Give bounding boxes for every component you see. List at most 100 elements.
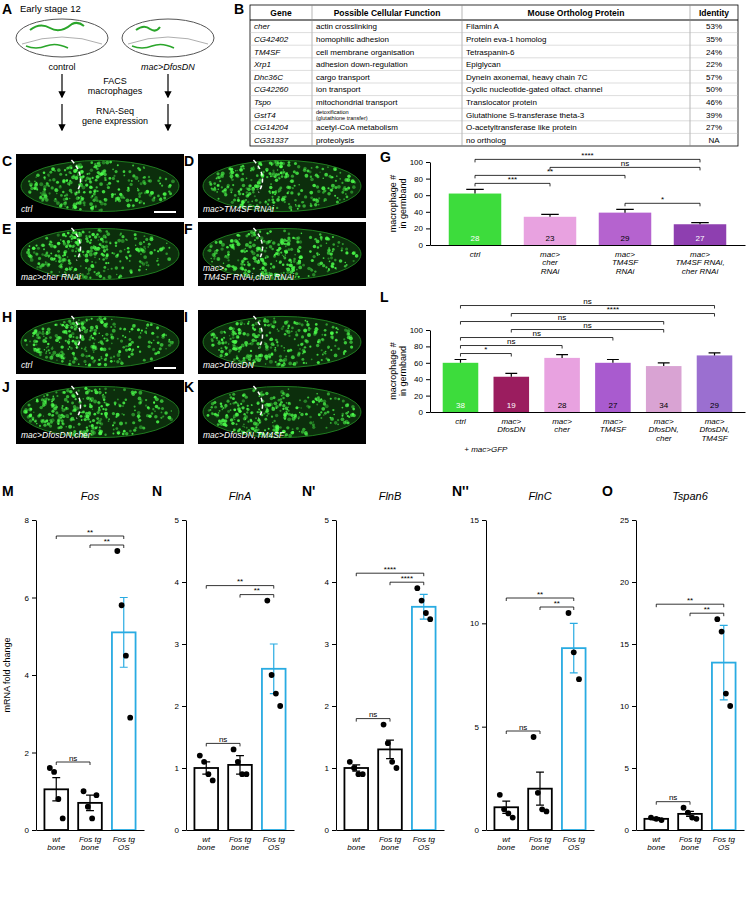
macrophage-signal	[74, 171, 76, 173]
macrophage-signal	[327, 249, 330, 252]
macrophage-signal	[285, 355, 287, 357]
macrophage-signal	[242, 332, 246, 336]
macrophage-signal	[244, 341, 248, 345]
embryo-fold	[128, 37, 208, 44]
macrophage-signal	[298, 259, 301, 262]
macrophage-signal	[98, 342, 100, 344]
macrophage-signal	[64, 169, 66, 171]
macrophage-signal	[307, 170, 310, 173]
macrophage-signal	[49, 352, 51, 354]
macrophage-signal	[317, 361, 320, 364]
text-line: Filamin A	[466, 22, 500, 31]
macrophage-signal	[64, 330, 68, 334]
macrophage-signal	[106, 254, 108, 256]
macrophage-signal	[290, 179, 294, 183]
macrophage-signal	[252, 328, 254, 330]
macrophage-signal	[74, 236, 76, 238]
macrophage-signal	[71, 267, 73, 269]
macrophage-signal	[265, 319, 269, 323]
macrophage-signal	[127, 247, 130, 250]
macrophage-signal	[100, 348, 103, 351]
macrophage-signal	[127, 189, 130, 192]
macrophage-signal	[108, 182, 111, 185]
macrophage-signal	[294, 276, 296, 278]
macrophage-signal	[49, 179, 52, 182]
macrophage-signal	[85, 254, 89, 258]
macrophage-signal	[306, 323, 309, 326]
macrophage-signal	[81, 273, 84, 276]
macrophage-signal	[238, 351, 240, 353]
macrophage-signal	[294, 185, 296, 187]
macrophage-signal	[143, 167, 144, 168]
macrophage-signal	[252, 191, 254, 193]
macrophage-signal	[94, 196, 98, 200]
macrophage-signal	[235, 173, 239, 177]
macrophage-signal	[232, 343, 235, 346]
macrophage-signal	[313, 198, 316, 201]
macrophage-signal	[278, 330, 280, 332]
macrophage-signal	[73, 169, 77, 173]
macrophage-signal	[26, 251, 30, 255]
text-line: TM4SF	[254, 48, 281, 57]
table: BGenePossible Cellular FunctionMouse Ort…	[234, 1, 738, 146]
macrophage-signal	[312, 198, 315, 201]
macrophage-signal	[47, 174, 50, 177]
macrophage-signal	[35, 244, 37, 246]
macrophage-signal	[108, 275, 112, 279]
image-label: mac>DfosDN	[203, 360, 255, 370]
macrophage-signal	[224, 188, 227, 191]
macrophage-signal	[295, 331, 297, 333]
macrophage-signal	[282, 325, 284, 327]
macrophage-signal	[276, 341, 278, 343]
macrophage-signal	[279, 260, 282, 263]
panel-label: I	[184, 309, 188, 325]
macrophage-signal	[288, 362, 292, 366]
macrophage-signal	[60, 356, 64, 360]
macrophage-signal	[69, 360, 71, 362]
macrophage-signal	[250, 185, 251, 186]
macrophage-signal	[157, 258, 159, 260]
row-rule	[250, 57, 738, 58]
macrophage-signal	[255, 199, 258, 202]
macrophage-signal	[330, 349, 332, 351]
text-line: no ortholog	[466, 136, 506, 145]
macrophage-signal	[104, 198, 108, 202]
macrophage-signal	[69, 198, 71, 200]
macrophage-signal	[49, 243, 51, 245]
macrophage-signal	[288, 248, 291, 251]
macrophage-signal	[46, 351, 48, 353]
macrophage-signal	[159, 198, 162, 201]
macrophage-signal	[59, 204, 62, 207]
macrophage-signal	[141, 330, 143, 332]
macrophage-signal	[106, 338, 108, 340]
macrophage-signal	[307, 267, 311, 271]
macrophage-signal	[42, 330, 43, 331]
macrophage-signal	[298, 184, 300, 186]
macrophage-signal	[171, 179, 175, 183]
macrophage-signal	[68, 339, 70, 341]
text-line: cher	[254, 22, 270, 31]
macrophage-signal	[47, 327, 51, 331]
macrophage-signal	[108, 348, 110, 350]
table-cell: Filamin A	[466, 22, 500, 31]
text-line: Epiglycan	[466, 60, 501, 69]
text-line: F	[184, 221, 193, 237]
macrophage-signal	[314, 327, 318, 331]
macrophage-signal	[232, 340, 235, 343]
macrophage-signal	[308, 275, 310, 277]
text-line: 27%	[706, 123, 722, 132]
macrophage-signal	[115, 170, 118, 173]
macrophage-signal	[222, 190, 224, 192]
macrophage-signal	[102, 254, 105, 257]
macrophage-signal	[287, 325, 290, 328]
text-line: Tetraspanin-6	[466, 48, 515, 57]
macrophage-signal	[43, 172, 46, 175]
macrophage-signal	[143, 241, 145, 243]
macrophage-signal	[270, 346, 272, 348]
panel-label: H	[2, 309, 12, 325]
table-cell: 22%	[706, 60, 722, 69]
macrophage-signal	[285, 329, 288, 332]
macrophage-signal	[100, 209, 103, 212]
macrophage-signal	[63, 321, 66, 324]
macrophage-signal	[281, 365, 283, 367]
